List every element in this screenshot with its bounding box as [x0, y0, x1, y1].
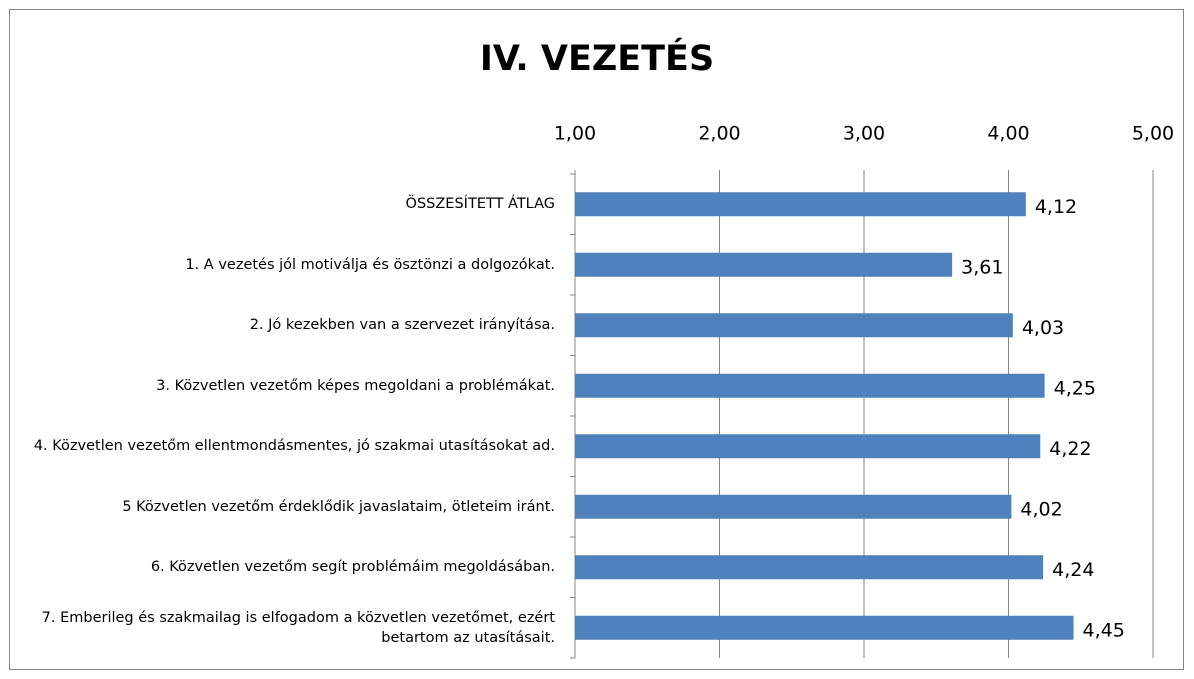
data-label: 4,12: [1035, 196, 1077, 218]
data-label: 4,45: [1083, 619, 1125, 641]
bar: [575, 192, 1026, 217]
bar: [575, 313, 1013, 338]
bar: [575, 555, 1044, 580]
y-tick-label: 6. Közvetlen vezetőm segít problémáim me…: [150, 559, 555, 576]
data-label: 4,02: [1020, 498, 1062, 520]
chart-title: IV. VEZETÉS: [480, 37, 714, 79]
y-tick-label: 4. Közvetlen vezetőm ellentmondásmentes,…: [33, 438, 555, 455]
y-tick-label: 5 Közvetlen vezetőm érdeklődik javaslata…: [122, 498, 555, 515]
x-tick-label: 2,00: [698, 123, 740, 145]
data-label: 4,03: [1022, 317, 1064, 339]
bar: [575, 252, 953, 277]
x-tick-label: 3,00: [843, 123, 885, 145]
data-label: 4,22: [1049, 438, 1091, 460]
data-label: 4,25: [1054, 377, 1096, 399]
x-tick-label: 4,00: [987, 123, 1029, 145]
x-tick-label: 1,00: [554, 123, 596, 145]
bar: [575, 373, 1045, 398]
data-label: 4,24: [1052, 559, 1094, 581]
bar: [575, 615, 1074, 640]
y-tick-label: ÖSSZESÍTETT ÁTLAG: [405, 196, 555, 213]
bar: [575, 494, 1012, 519]
data-label: 3,61: [961, 256, 1003, 278]
y-tick-label: 3. Közvetlen vezetőm képes megoldani a p…: [156, 377, 555, 394]
y-tick-label: 7. Emberileg és szakmailag is elfogadom …: [41, 609, 555, 646]
bar: [575, 434, 1041, 459]
x-tick-label: 5,00: [1132, 123, 1174, 145]
y-tick-label: 1. A vezetés jól motiválja és ösztönzi a…: [185, 256, 555, 273]
y-tick-label: 2. Jó kezekben van a szervezet irányítás…: [249, 317, 555, 334]
